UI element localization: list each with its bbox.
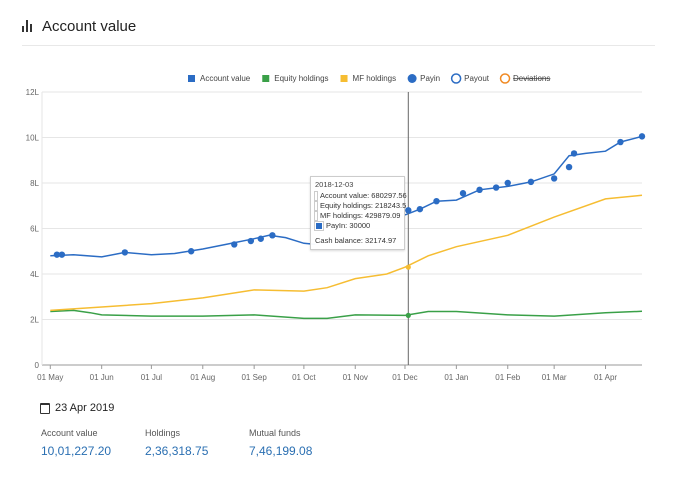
stat-label: Holdings bbox=[145, 428, 181, 438]
y-tick-label: 2L bbox=[30, 316, 39, 325]
page-title: Account value bbox=[42, 17, 137, 35]
series-line bbox=[50, 194, 643, 312]
summary-stats: Account value 10,01,227.20 Holdings 2,36… bbox=[41, 428, 359, 458]
legend-label: MF holdings bbox=[353, 74, 397, 83]
legend-label: Payin bbox=[420, 74, 440, 83]
y-tick-label: 10L bbox=[26, 134, 40, 143]
calendar-icon bbox=[40, 402, 50, 414]
chart-tooltip: 2018-12-03 Account value: 680297.56 Equi… bbox=[310, 176, 407, 250]
account-value-chart: Account value Equity holdings MF holdings P… bbox=[26, 73, 646, 382]
y-tick-label: 12L bbox=[26, 88, 40, 97]
x-tick-label: 01 Nov bbox=[343, 373, 368, 382]
bar-chart-icon bbox=[22, 20, 34, 32]
legend-label: Equity holdings bbox=[274, 74, 328, 83]
tooltip-row-payin: PayIn: 30000 bbox=[314, 221, 400, 231]
payin-point bbox=[269, 232, 276, 239]
payin-point bbox=[565, 163, 573, 171]
payin-point bbox=[570, 150, 578, 157]
legend-swatch bbox=[340, 75, 348, 82]
tooltip-swatch bbox=[314, 191, 318, 201]
payin-point bbox=[231, 241, 238, 248]
x-tick-label: 01 Oct bbox=[292, 373, 316, 382]
tooltip-row-mf: MF holdings: 429879.09 bbox=[314, 211, 401, 221]
tooltip-row-label: MF holdings: 429879.09 bbox=[320, 211, 401, 220]
y-tick-label: 4L bbox=[30, 270, 39, 279]
x-tick-label: 01 Jun bbox=[90, 373, 114, 382]
stat-value: 10,01,227.20 bbox=[41, 444, 112, 458]
payin-point bbox=[247, 237, 255, 245]
highlight-point bbox=[405, 264, 411, 270]
legend-label: Account value bbox=[200, 74, 251, 83]
tooltip-row-label: Account value: 680297.56 bbox=[320, 191, 407, 200]
y-tick-label: 0 bbox=[35, 361, 40, 370]
legend-label: Deviations bbox=[513, 74, 550, 83]
summary-date-text: 23 Apr 2019 bbox=[55, 402, 115, 414]
payin-point bbox=[53, 251, 61, 258]
payin-point bbox=[405, 207, 412, 214]
stat-account-value: Account value 10,01,227.20 bbox=[41, 428, 145, 458]
x-tick-label: 01 Jul bbox=[141, 373, 163, 382]
highlight-point bbox=[405, 312, 411, 319]
tooltip-swatch bbox=[314, 221, 324, 231]
x-tick-label: 01 Sep bbox=[241, 373, 267, 382]
payin-point bbox=[550, 175, 558, 182]
legend-label: Payout bbox=[464, 74, 490, 83]
y-tick-label: 6L bbox=[30, 225, 39, 234]
stat-label: Account value bbox=[41, 428, 98, 438]
chart-header: Account value bbox=[22, 14, 136, 38]
series-line bbox=[50, 309, 643, 320]
payin-point bbox=[504, 179, 511, 187]
header-divider bbox=[22, 45, 655, 46]
x-tick-label: 01 Jan bbox=[444, 373, 468, 382]
tooltip-row-equity: Equity holdings: 218243.5 bbox=[314, 201, 406, 211]
payin-point bbox=[527, 178, 535, 186]
stat-value: 7,46,199.08 bbox=[249, 444, 313, 458]
stat-holdings: Holdings 2,36,318.75 bbox=[145, 428, 249, 458]
payin-point bbox=[416, 205, 424, 213]
stat-mutual-funds: Mutual funds 7,46,199.08 bbox=[249, 428, 359, 458]
legend-swatch bbox=[262, 75, 270, 82]
payin-point bbox=[58, 251, 66, 258]
payin-point bbox=[638, 133, 646, 140]
payin-point bbox=[459, 190, 467, 197]
tooltip-date: 2018-12-03 bbox=[315, 180, 354, 189]
payin-point bbox=[492, 184, 500, 191]
payin-point bbox=[617, 138, 624, 146]
tooltip-row-label: PayIn: 30000 bbox=[326, 221, 371, 230]
tooltip-cash-balance: Cash balance: 32174.97 bbox=[315, 236, 397, 245]
legend-swatch bbox=[407, 74, 417, 83]
payin-point bbox=[187, 248, 195, 255]
x-tick-label: 01 May bbox=[37, 373, 63, 382]
legend-swatch bbox=[499, 73, 511, 84]
x-tick-label: 01 Aug bbox=[190, 373, 215, 382]
x-tick-label: 01 Mar bbox=[542, 373, 567, 382]
tooltip-swatch bbox=[314, 201, 318, 211]
payin-point bbox=[257, 235, 264, 242]
legend-swatch bbox=[450, 73, 462, 84]
tooltip-swatch bbox=[314, 211, 318, 221]
payin-point bbox=[433, 198, 440, 205]
tooltip-row-account: Account value: 680297.56 bbox=[314, 191, 407, 201]
y-tick-label: 8L bbox=[30, 179, 39, 188]
stat-value: 2,36,318.75 bbox=[145, 444, 209, 458]
x-tick-label: 01 Feb bbox=[495, 373, 520, 382]
stat-label: Mutual funds bbox=[249, 428, 301, 438]
summary-date: 23 Apr 2019 bbox=[40, 402, 114, 414]
legend-swatch bbox=[188, 75, 195, 82]
payin-point bbox=[121, 249, 129, 256]
x-tick-label: 01 Dec bbox=[392, 373, 417, 382]
payin-point bbox=[476, 186, 483, 194]
tooltip-row-label: Equity holdings: 218243.5 bbox=[320, 201, 407, 210]
x-tick-label: 01 Apr bbox=[594, 373, 617, 382]
